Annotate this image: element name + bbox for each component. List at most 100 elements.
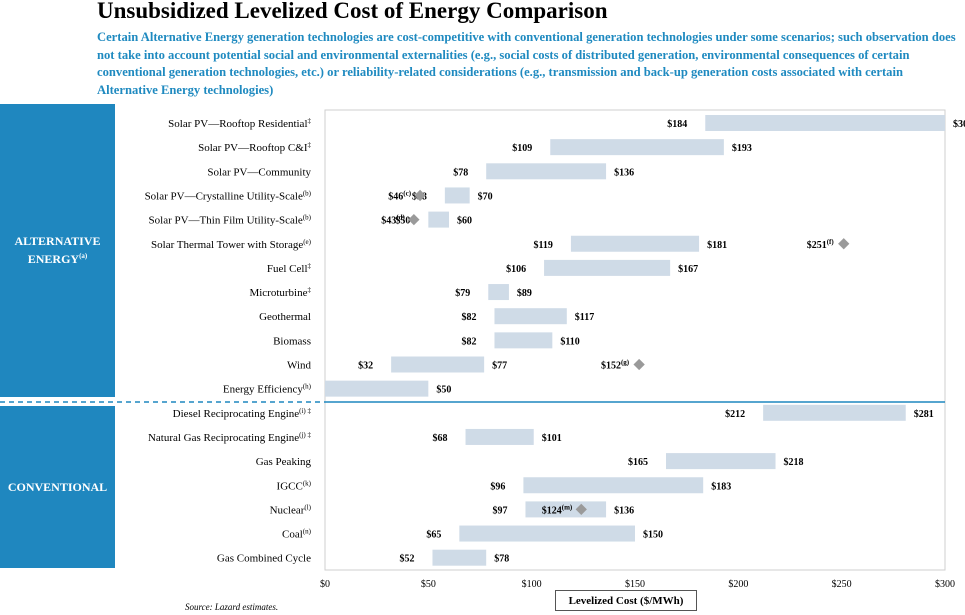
row-label: IGCC(k) [277, 479, 312, 492]
low-value-label: $212 [725, 409, 745, 420]
low-value-label: $82 [461, 312, 476, 323]
low-value-label: $184 [667, 119, 687, 130]
row-label: Solar PV—Rooftop C&I‡ [198, 141, 311, 154]
row-label: Solar Thermal Tower with Storage(e) [151, 238, 312, 251]
row-label: Microturbine‡ [249, 286, 311, 299]
high-value-label: $300 [953, 119, 965, 130]
high-value-label: $70 [478, 191, 493, 202]
row-label: Gas Combined Cycle [217, 553, 311, 565]
range-bar [325, 380, 429, 397]
low-value-label: $106 [506, 264, 526, 275]
high-value-label: $193 [732, 143, 752, 154]
marker-value-label: $251(f) [807, 238, 835, 251]
low-value-label: $97 [492, 505, 507, 516]
x-axis-title: Levelized Cost ($/MWh) [555, 590, 697, 611]
high-value-label: $101 [542, 433, 562, 444]
high-value-label: $281 [914, 409, 934, 420]
low-value-label: $119 [533, 240, 552, 251]
row-label: Diesel Reciprocating Engine(i) ‡ [173, 407, 312, 420]
conventional-label: CONVENTIONAL [7, 479, 108, 494]
alternative-energy-label: ALTERNATIVE ENERGY [14, 234, 101, 266]
range-bar [525, 501, 607, 518]
x-tick-label: $50 [421, 579, 436, 590]
page-title: Unsubsidized Levelized Cost of Energy Co… [97, 0, 608, 23]
high-value-label: $136 [614, 167, 634, 178]
point-marker [575, 503, 587, 516]
high-value-label: $110 [560, 336, 579, 347]
point-marker [408, 213, 420, 226]
point-marker [414, 189, 426, 202]
row-label: Energy Efficiency(h) [223, 383, 312, 396]
range-bar [544, 259, 671, 276]
high-value-label: $136 [614, 505, 634, 516]
range-bar [486, 163, 607, 180]
range-bar [570, 235, 700, 252]
row-label: Solar PV—Crystalline Utility-Scale(b) [145, 189, 312, 202]
conventional-band: CONVENTIONAL [0, 406, 115, 568]
range-bar [705, 115, 945, 131]
high-value-label: $117 [575, 312, 594, 323]
range-bar [494, 308, 567, 325]
range-bar [428, 211, 449, 228]
row-label: Coal(n) [282, 528, 312, 541]
point-marker [838, 238, 850, 250]
high-value-label: $50 [436, 385, 451, 396]
range-bar [391, 356, 485, 373]
high-value-label: $181 [707, 240, 727, 251]
row-label: Natural Gas Reciprocating Engine(j) ‡ [148, 431, 312, 444]
row-label: Solar PV—Community [207, 166, 311, 178]
point-marker [633, 358, 645, 371]
low-value-label: $68 [433, 433, 448, 444]
low-value-label: $78 [453, 167, 468, 178]
range-bar [494, 332, 553, 349]
marker-value-label: $152(g) [601, 359, 630, 372]
x-tick-label: $150 [625, 579, 645, 590]
high-value-label: $89 [517, 288, 532, 299]
x-tick-label: $300 [935, 579, 955, 590]
low-value-label: $165 [628, 457, 648, 468]
row-label: Gas Peaking [256, 456, 312, 468]
range-bar [444, 187, 470, 204]
marker-value-label: $46(c) [388, 189, 411, 202]
high-value-label: $77 [492, 361, 507, 372]
marker-value-label: $124(m) [542, 503, 573, 516]
marker-value-label: $43(d) [381, 214, 405, 227]
range-bar [523, 477, 704, 494]
low-value-label: $65 [426, 530, 441, 541]
x-tick-label: $0 [320, 579, 330, 590]
row-label: Nuclear(l) [270, 503, 312, 516]
x-tick-label: $200 [728, 579, 748, 590]
plot-frame [324, 109, 946, 571]
row-label: Geothermal [259, 311, 311, 323]
page-subtitle: Certain Alternative Energy generation te… [97, 30, 956, 97]
high-value-label: $167 [678, 264, 698, 275]
high-value-label: $150 [643, 530, 663, 541]
high-value-label: $78 [494, 554, 509, 565]
low-value-label: $50 [395, 216, 410, 227]
row-label: Biomass [273, 335, 311, 347]
high-value-label: $183 [711, 481, 731, 492]
range-bar [666, 453, 776, 470]
high-value-label: $218 [784, 457, 804, 468]
row-label: Solar PV—Thin Film Utility-Scale(b) [149, 214, 312, 227]
x-tick-label: $250 [832, 579, 852, 590]
x-tick-label: $100 [522, 579, 542, 590]
low-value-label: $82 [461, 336, 476, 347]
range-bar [459, 525, 635, 542]
range-bar [550, 139, 724, 156]
source-note: Source: Lazard estimates. [185, 602, 279, 612]
low-value-label: $96 [490, 481, 505, 492]
alternative-energy-band: ALTERNATIVE ENERGY(a) [0, 104, 115, 397]
high-value-label: $60 [457, 216, 472, 227]
range-bar [465, 428, 534, 445]
row-label: Wind [287, 360, 311, 372]
low-value-label: $32 [358, 361, 373, 372]
row-label: Fuel Cell‡ [267, 262, 312, 275]
range-bar [432, 549, 487, 566]
alternative-energy-note: (a) [79, 252, 88, 260]
range-bar [763, 404, 906, 421]
low-value-label: $79 [455, 288, 470, 299]
low-value-label: $109 [512, 143, 532, 154]
low-value-label: $52 [399, 554, 414, 565]
